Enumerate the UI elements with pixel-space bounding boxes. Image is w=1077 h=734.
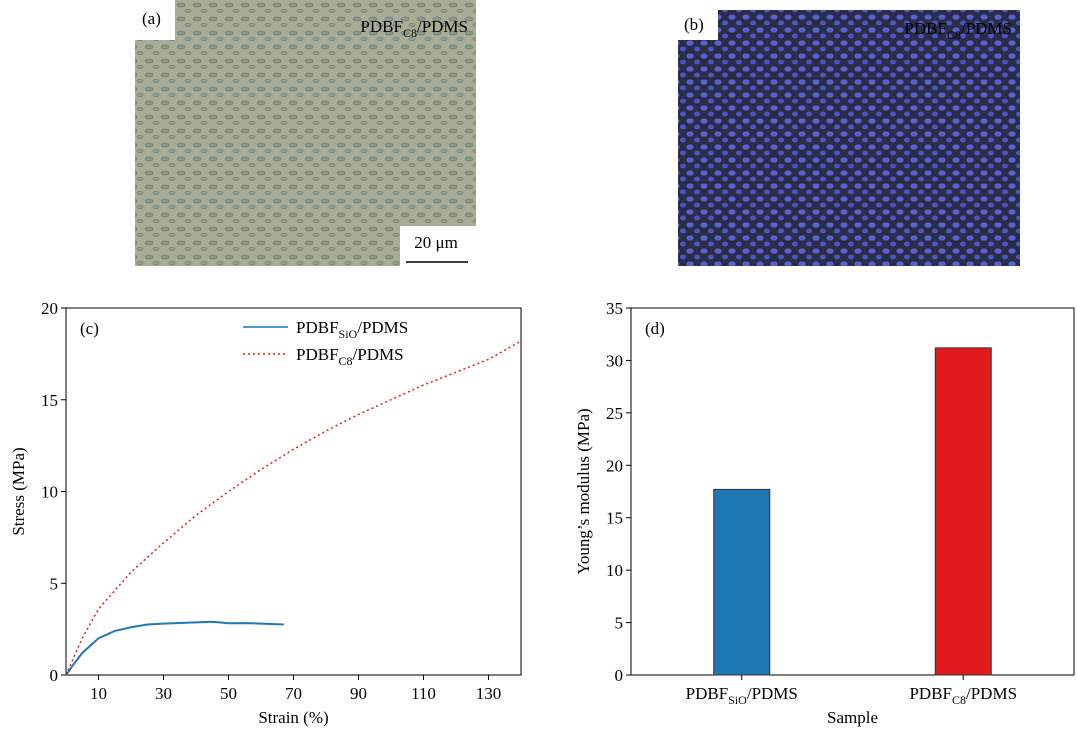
- x-tick-label: 70: [285, 684, 302, 703]
- y-tick-label: 15: [606, 509, 623, 528]
- y-tick-label: 0: [615, 666, 624, 685]
- legend-label: PDBFSiO/PDMS: [296, 318, 408, 341]
- text-part: /PDMS: [353, 345, 404, 364]
- panel-label: (d): [645, 319, 665, 338]
- text-part: /PDMS: [747, 684, 798, 703]
- x-tick-label: 10: [90, 684, 107, 703]
- line-series: [65, 620, 284, 676]
- subscript: C8: [952, 693, 966, 707]
- y-tick-label: 0: [50, 666, 59, 685]
- y-tick-label: 20: [606, 456, 623, 475]
- x-tick-label: PDBFSiO/PDMS: [686, 684, 798, 707]
- panel-label-bg: [135, 0, 175, 40]
- x-tick-label: PDBFC8/PDMS: [909, 684, 1017, 707]
- text-part: /PDMS: [961, 19, 1012, 38]
- x-tick-label: 90: [350, 684, 367, 703]
- y-tick-label: 10: [606, 561, 623, 580]
- y-tick-label: 10: [41, 483, 58, 502]
- bar: [934, 347, 992, 676]
- y-axis-label: Young’s modulus (MPa): [574, 408, 593, 574]
- text-part: /PDMS: [966, 684, 1017, 703]
- x-axis-label: Sample: [827, 708, 878, 727]
- image-caption: PDBFC8/PDMS: [904, 19, 1012, 42]
- micrograph-a: [135, 0, 476, 266]
- y-tick-label: 20: [41, 299, 58, 318]
- text-part: PDBF: [360, 17, 403, 36]
- text-part: PDBF: [296, 345, 339, 364]
- x-tick-label: 130: [476, 684, 502, 703]
- text-part: PDBF: [686, 684, 729, 703]
- image-caption: PDBFC8/PDMS: [360, 17, 468, 40]
- x-tick-label: 30: [155, 684, 172, 703]
- plot-frame: [630, 307, 1075, 676]
- line-series: [65, 340, 522, 676]
- plot-frame: [65, 307, 522, 676]
- y-axis-label: Stress (MPa): [9, 447, 28, 535]
- text-part: PDBF: [904, 19, 947, 38]
- panel-label-bg: [678, 10, 718, 40]
- text-part: PDBF: [909, 684, 952, 703]
- subscript: C8: [339, 354, 353, 368]
- micrograph-b: [678, 10, 1020, 266]
- y-tick-label: 5: [615, 614, 624, 633]
- scale-bar-label: 20 μm: [414, 233, 458, 252]
- text-part: /PDMS: [357, 318, 408, 337]
- legend-label: PDBFC8/PDMS: [296, 345, 404, 368]
- subscript: C8: [947, 28, 961, 42]
- y-tick-label: 5: [50, 574, 59, 593]
- bar: [713, 488, 771, 676]
- y-tick-label: 15: [41, 391, 58, 410]
- panel-label: (c): [80, 319, 99, 338]
- panel-label: (a): [142, 9, 161, 28]
- y-tick-label: 35: [606, 299, 623, 318]
- x-tick-label: 50: [220, 684, 237, 703]
- subscript: C8: [403, 26, 417, 40]
- y-tick-label: 25: [606, 404, 623, 423]
- text-part: /PDMS: [417, 17, 468, 36]
- y-tick-label: 30: [606, 351, 623, 370]
- scale-bar-bg: [400, 226, 476, 266]
- subscript: SiO: [339, 327, 358, 341]
- x-axis-label: Strain (%): [258, 708, 328, 727]
- text-part: PDBF: [296, 318, 339, 337]
- x-tick-label: 110: [411, 684, 436, 703]
- subscript: SiO: [728, 693, 747, 707]
- panel-label: (b): [684, 15, 704, 34]
